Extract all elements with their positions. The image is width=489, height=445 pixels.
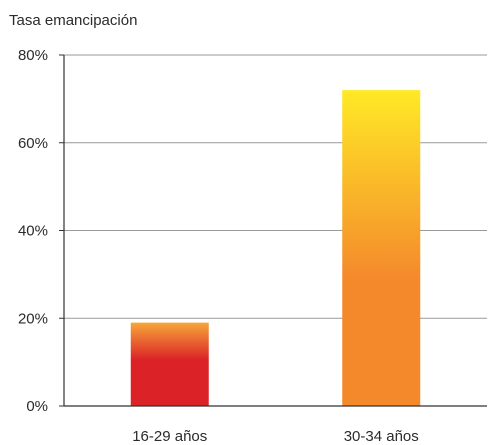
bar-2 — [342, 90, 421, 406]
y-tick-label-40: 40% — [18, 223, 48, 240]
x-tick-label-1: 16-29 años — [132, 428, 207, 445]
y-tick-label-0: 0% — [26, 398, 48, 415]
y-tick-label-20: 20% — [18, 310, 48, 327]
gridlines — [64, 54, 487, 319]
y-tick-label-80: 80% — [18, 47, 48, 64]
y-axis-title: Tasa emancipación — [9, 12, 137, 29]
y-axis-ticks: 0% 20% 40% 60% 80% — [18, 47, 64, 415]
x-axis-ticks: 16-29 años 30-34 años — [132, 428, 419, 445]
bars — [130, 90, 421, 406]
bar-1 — [130, 322, 209, 406]
x-tick-label-2: 30-34 años — [344, 428, 419, 445]
y-tick-label-60: 60% — [18, 135, 48, 152]
axes — [63, 55, 487, 407]
